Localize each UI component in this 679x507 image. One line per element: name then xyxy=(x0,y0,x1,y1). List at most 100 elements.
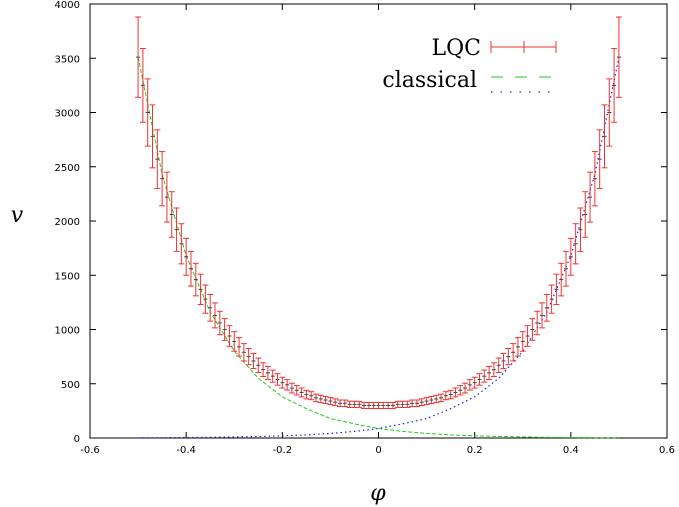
lqc-point xyxy=(534,310,541,336)
lqc-point xyxy=(500,352,507,370)
lqc-point xyxy=(433,394,440,404)
lqc-point xyxy=(163,171,170,223)
lqc-point xyxy=(240,343,247,362)
x-tick-label: -0.4 xyxy=(176,445,196,456)
lqc-point xyxy=(216,310,223,336)
lqc-point xyxy=(587,171,594,223)
lqc-point xyxy=(538,302,545,329)
lqc-point xyxy=(548,284,555,314)
lqc-point xyxy=(312,393,319,403)
lqc-point xyxy=(274,373,281,386)
lqc-point xyxy=(370,401,377,409)
lqc-point xyxy=(192,262,199,297)
lqc-point xyxy=(447,389,454,400)
lqc-point xyxy=(462,382,469,394)
lqc-point xyxy=(404,400,411,409)
lqc-point xyxy=(457,385,464,396)
lqc-point xyxy=(159,151,166,207)
lqc-point xyxy=(495,357,502,374)
x-tick-label: -0.2 xyxy=(273,445,293,456)
lqc-point xyxy=(558,262,565,297)
lqc-point xyxy=(563,250,570,287)
lqc-point xyxy=(317,394,324,404)
y-tick-label: 4000 xyxy=(55,0,80,11)
lqc-point xyxy=(413,399,420,408)
lqc-point xyxy=(298,387,305,398)
lqc-point xyxy=(341,399,348,408)
lqc-point xyxy=(572,223,579,265)
lqc-point xyxy=(380,401,387,409)
lqc-point xyxy=(510,343,517,362)
lqc-point xyxy=(428,395,435,405)
lqc-point xyxy=(389,401,396,409)
lqc-point xyxy=(385,401,392,409)
lqc-point xyxy=(303,389,310,400)
lqc-point xyxy=(250,352,257,370)
lqc-point xyxy=(236,337,243,357)
lqc-point xyxy=(471,376,478,389)
lqc-point xyxy=(231,331,238,352)
lqc-point xyxy=(490,362,497,377)
lqc-point xyxy=(260,362,267,377)
lqc-point xyxy=(154,129,161,189)
y-tick-label: 0 xyxy=(74,434,80,445)
lqc-point xyxy=(139,47,146,123)
lqc-point xyxy=(308,391,315,401)
lqc-point xyxy=(293,385,300,396)
legend: LQC classical xyxy=(382,36,557,93)
lqc-point xyxy=(611,47,618,123)
lqc-point xyxy=(221,318,228,341)
lqc-point xyxy=(418,398,425,407)
lqc-point xyxy=(255,357,262,374)
lqc-point xyxy=(582,191,589,238)
x-tick-label: 0.4 xyxy=(563,445,579,456)
y-tick-label: 2500 xyxy=(55,163,80,174)
x-tick-label: 0.6 xyxy=(659,445,675,456)
lqc-point xyxy=(144,78,151,147)
lqc-point xyxy=(322,395,329,405)
lqc-point xyxy=(452,387,459,398)
lqc-point xyxy=(187,250,194,287)
classical-contracting-line xyxy=(137,57,619,439)
lqc-point xyxy=(202,284,209,314)
y-tick-label: 1000 xyxy=(55,326,80,337)
x-tick-label: 0 xyxy=(375,445,381,456)
lqc-point xyxy=(601,104,608,169)
legend-label-classical: classical xyxy=(382,68,477,93)
classical-expanding-line xyxy=(138,57,620,439)
lqc-point xyxy=(423,397,430,406)
lqc-point xyxy=(197,273,204,306)
lqc-point xyxy=(442,391,449,401)
series-classical-contracting xyxy=(137,57,619,439)
lqc-point xyxy=(514,337,521,357)
lqc-point xyxy=(365,401,372,409)
lqc-point xyxy=(543,293,550,322)
lqc-point xyxy=(288,382,295,394)
y-tick-label: 2000 xyxy=(55,217,80,228)
lqc-point xyxy=(615,16,622,98)
x-axis-label: φ xyxy=(370,481,386,506)
lqc-point xyxy=(149,104,156,169)
lqc-point xyxy=(226,325,233,347)
lqc-point xyxy=(173,207,180,252)
lqc-point xyxy=(519,331,526,352)
plot-frame xyxy=(89,3,668,439)
x-tick-label: -0.6 xyxy=(80,445,100,456)
lqc-point xyxy=(375,401,382,409)
lqc-point xyxy=(327,397,334,406)
series-classical-expanding xyxy=(138,57,620,439)
y-axis-label: v xyxy=(11,203,24,228)
x-tick-labels: -0.6 -0.4 -0.2 0 0.2 0.4 0.6 xyxy=(80,445,675,456)
lqc-point xyxy=(351,400,358,409)
lqc-point xyxy=(524,325,531,347)
lqc-point xyxy=(399,400,406,409)
lqc-point xyxy=(178,223,185,265)
lqc-point xyxy=(476,373,483,386)
lqc-point xyxy=(264,365,271,380)
lqc-point xyxy=(135,16,142,98)
lqc-point xyxy=(212,302,219,329)
lqc-point xyxy=(332,398,339,407)
lqc-point xyxy=(438,393,445,403)
lqc-point xyxy=(356,400,363,408)
